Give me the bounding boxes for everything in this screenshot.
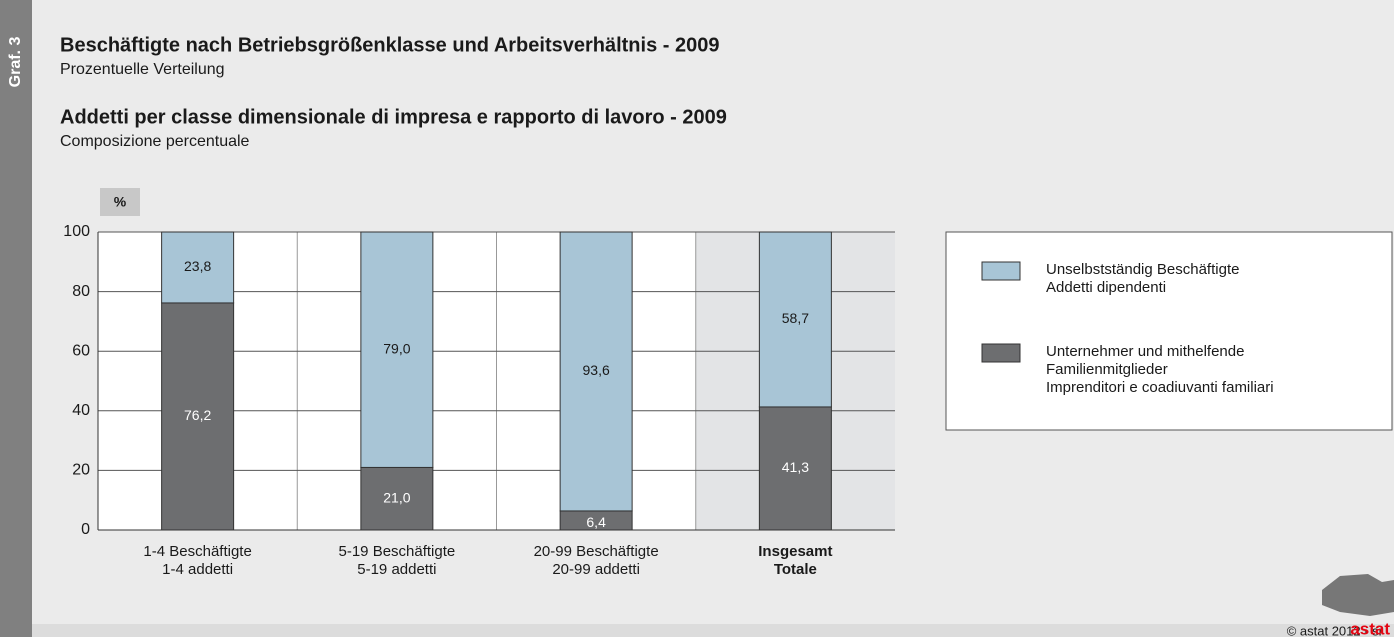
x-tick-label: 20-99 Beschäftigte 20-99 addetti [534, 543, 659, 578]
legend-label: Unselbstständig Beschäftigte Addetti dipe… [1046, 261, 1239, 296]
y-label-box [100, 188, 140, 216]
x-tick-label: 1-4 Beschäftigte 1-4 addetti [143, 543, 251, 578]
legend-swatch [981, 261, 1021, 281]
y-tick-label: 100 [63, 223, 90, 240]
y-tick-label: 40 [72, 402, 90, 419]
side-strip [0, 0, 32, 637]
y-tick-label: 20 [72, 462, 90, 479]
chart-title: Beschäftigte nach Betriebsgrößenklasse u… [60, 34, 719, 56]
logo: astat [1350, 619, 1390, 637]
y-tick-label: 60 [72, 342, 90, 359]
chart-subtitle-it: Composizione percentuale [60, 133, 250, 150]
side-label: Graf. 3 [7, 37, 24, 88]
x-tick-label: 5-19 Beschäftigte 5-19 addetti [339, 543, 456, 578]
y-axis-label: % [114, 194, 127, 210]
value-label: 21,0 [383, 489, 410, 505]
y-tick-label: 0 [81, 521, 90, 538]
value-label: 6,4 [586, 514, 606, 530]
value-label: 58,7 [782, 310, 809, 326]
bar-segment [758, 406, 832, 531]
value-label: 23,8 [184, 258, 211, 274]
chart-title-it: Addetti per classe dimensionale di impre… [60, 106, 727, 128]
bar-segment [161, 231, 235, 304]
bar-segment [360, 466, 434, 531]
y-tick-label: 80 [72, 283, 90, 300]
value-label: 76,2 [184, 407, 211, 423]
value-label: 41,3 [782, 459, 809, 475]
bar-segment [758, 231, 832, 408]
copyright: © astat 2012 - sr [1287, 623, 1384, 637]
value-label: 79,0 [383, 340, 410, 356]
legend-label: Unternehmer und mithelfende Familienmitgl… [1046, 343, 1274, 396]
logo-map [1322, 574, 1394, 616]
bar-segment [360, 231, 434, 468]
chart-subtitle: Prozentuelle Verteilung [60, 61, 225, 78]
footer-band [32, 624, 1394, 637]
bar-segment [559, 231, 633, 512]
legend-swatch [981, 343, 1021, 363]
x-tick-label: Insgesamt Totale [758, 543, 832, 578]
value-label: 93,6 [583, 362, 610, 378]
